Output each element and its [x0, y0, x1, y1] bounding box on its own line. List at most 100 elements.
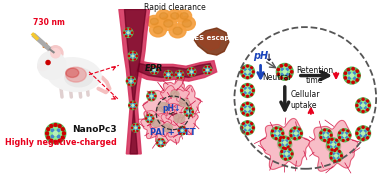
Circle shape [131, 106, 132, 107]
Circle shape [350, 74, 353, 77]
Circle shape [320, 132, 322, 134]
Circle shape [334, 150, 336, 152]
Circle shape [327, 141, 329, 143]
Circle shape [189, 69, 194, 74]
Circle shape [286, 73, 288, 75]
Circle shape [129, 101, 137, 110]
Circle shape [281, 139, 289, 147]
Circle shape [182, 74, 183, 75]
Circle shape [192, 111, 193, 113]
Circle shape [130, 103, 135, 108]
Ellipse shape [171, 13, 179, 19]
Ellipse shape [180, 13, 188, 19]
Circle shape [178, 126, 186, 135]
Circle shape [281, 73, 283, 75]
Circle shape [62, 132, 65, 135]
Circle shape [283, 70, 287, 73]
Circle shape [164, 142, 165, 143]
Circle shape [150, 66, 158, 74]
Circle shape [50, 139, 53, 142]
Circle shape [341, 155, 342, 157]
Text: pH: pH [253, 51, 268, 61]
Circle shape [242, 131, 245, 133]
Circle shape [149, 118, 150, 119]
Circle shape [358, 100, 360, 102]
Circle shape [366, 137, 369, 139]
Circle shape [275, 127, 277, 129]
Circle shape [327, 132, 328, 134]
Polygon shape [138, 63, 212, 78]
Circle shape [54, 124, 57, 126]
Circle shape [129, 31, 130, 32]
Circle shape [134, 57, 135, 58]
Circle shape [277, 73, 279, 75]
Circle shape [242, 67, 245, 69]
Circle shape [192, 70, 193, 71]
Circle shape [190, 70, 191, 71]
Circle shape [209, 66, 210, 68]
Circle shape [345, 136, 347, 138]
Circle shape [181, 77, 182, 78]
Text: EPR: EPR [145, 64, 163, 73]
Ellipse shape [162, 124, 172, 132]
Circle shape [245, 69, 246, 71]
Circle shape [241, 71, 243, 73]
Circle shape [252, 90, 254, 91]
Circle shape [278, 136, 291, 149]
Circle shape [285, 158, 287, 160]
Circle shape [319, 129, 332, 142]
Text: PAI + PTT: PAI + PTT [150, 128, 196, 137]
Circle shape [274, 134, 276, 136]
Circle shape [245, 110, 246, 112]
Circle shape [155, 95, 156, 97]
Circle shape [184, 111, 186, 113]
Circle shape [159, 141, 160, 142]
Circle shape [243, 68, 252, 76]
Circle shape [240, 102, 254, 116]
Circle shape [335, 142, 336, 143]
Circle shape [281, 68, 283, 70]
Circle shape [337, 153, 339, 155]
Circle shape [58, 125, 61, 127]
Circle shape [358, 74, 360, 77]
Circle shape [153, 92, 154, 93]
Circle shape [183, 133, 184, 134]
Polygon shape [150, 109, 185, 145]
Circle shape [152, 72, 153, 74]
Circle shape [291, 71, 293, 73]
Circle shape [50, 125, 53, 127]
Circle shape [155, 72, 156, 74]
Circle shape [362, 138, 364, 141]
Circle shape [245, 73, 246, 75]
Circle shape [368, 132, 370, 134]
Circle shape [150, 95, 152, 97]
Circle shape [242, 112, 245, 114]
Circle shape [322, 131, 330, 139]
Circle shape [134, 102, 135, 103]
Circle shape [179, 74, 180, 75]
Circle shape [251, 112, 253, 114]
Circle shape [328, 130, 330, 132]
Text: ↓: ↓ [264, 53, 273, 63]
Circle shape [132, 77, 133, 78]
Circle shape [157, 142, 158, 143]
Circle shape [166, 72, 171, 77]
Ellipse shape [277, 139, 292, 150]
Circle shape [125, 29, 127, 30]
Ellipse shape [177, 10, 192, 22]
Circle shape [285, 78, 287, 80]
Circle shape [249, 110, 250, 112]
Ellipse shape [156, 10, 171, 22]
Circle shape [190, 110, 191, 111]
Circle shape [338, 129, 351, 142]
Circle shape [150, 117, 151, 118]
Circle shape [339, 137, 341, 138]
Circle shape [360, 102, 362, 104]
Circle shape [246, 132, 248, 134]
Circle shape [347, 80, 350, 83]
Ellipse shape [150, 23, 166, 37]
Circle shape [169, 71, 170, 72]
Polygon shape [141, 107, 172, 139]
Circle shape [153, 99, 154, 100]
Circle shape [134, 80, 135, 82]
